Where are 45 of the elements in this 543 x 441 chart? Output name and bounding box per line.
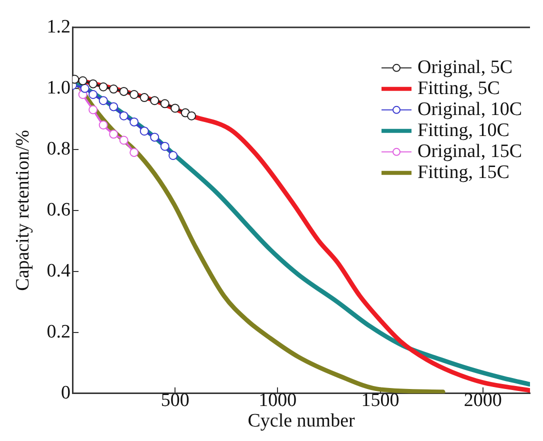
x-axis-title: Cycle number: [248, 410, 356, 432]
y-tick-label: 0.4: [46, 260, 72, 282]
point: [140, 126, 149, 136]
point: [130, 117, 139, 126]
y-tick-label: 0.8: [46, 138, 71, 160]
point: [150, 132, 160, 142]
point: [119, 86, 128, 96]
legend-label: Original, 15C: [418, 140, 522, 162]
y-tick-label: 1.2: [46, 16, 71, 38]
y-tick-label: 0.6: [46, 199, 71, 220]
point: [109, 102, 118, 112]
x-tick-label: 1000: [258, 390, 297, 411]
point: [88, 90, 98, 99]
point: [88, 79, 98, 88]
point: [168, 151, 178, 160]
point: [119, 136, 128, 145]
x-tick-label: 1500: [361, 390, 400, 411]
point: [98, 82, 108, 92]
point: [160, 142, 170, 151]
point: [150, 96, 160, 106]
legend-label: Fitting, 5C: [418, 78, 500, 99]
y-tick-label: 0: [61, 382, 71, 404]
point: [140, 93, 149, 102]
point: [170, 104, 180, 113]
point: [187, 111, 196, 120]
point: [78, 76, 88, 86]
point: [80, 84, 90, 93]
point: [98, 120, 108, 130]
y-tick-label: 0.2: [46, 321, 71, 342]
legend-label: Original, 5C: [418, 56, 513, 78]
point: [119, 111, 128, 120]
legend-label: Fitting, 15C: [418, 162, 510, 183]
point: [160, 99, 170, 108]
x-tick-label: 2000: [464, 390, 502, 411]
point: [130, 90, 139, 99]
x-tick-label: 500: [160, 390, 190, 411]
point: [109, 84, 118, 94]
point: [109, 130, 118, 139]
legend-label: Original, 10C: [418, 98, 522, 120]
y-axis-title: Capacity retention/%: [12, 130, 34, 291]
point: [130, 148, 139, 157]
point: [88, 105, 98, 114]
legend-label: Fitting, 10C: [418, 120, 510, 141]
point: [98, 96, 108, 106]
y-tick-label: 1.0: [46, 77, 71, 98]
